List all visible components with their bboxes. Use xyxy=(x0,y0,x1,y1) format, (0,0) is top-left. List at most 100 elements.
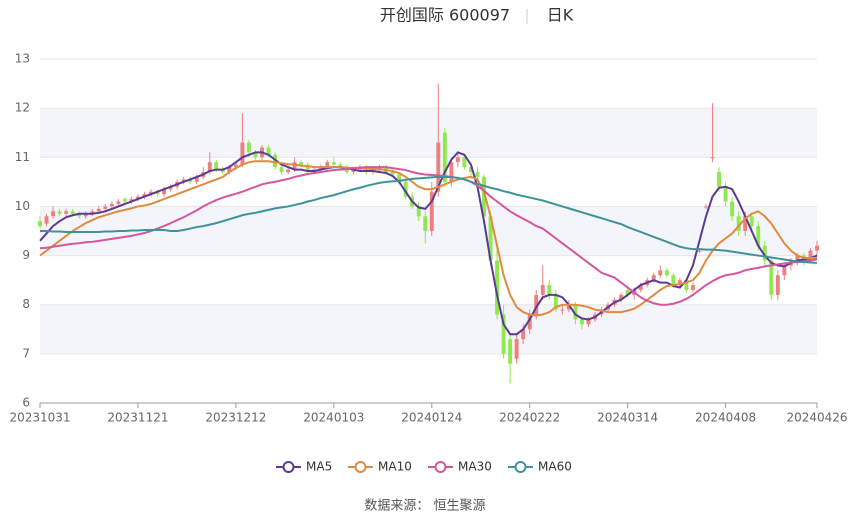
candle-body xyxy=(468,167,473,173)
candle-body xyxy=(135,196,140,200)
candle-body xyxy=(416,206,421,217)
candle-body xyxy=(475,172,480,177)
legend-label: MA10 xyxy=(378,460,412,474)
candle-body xyxy=(743,216,748,231)
candle-body xyxy=(625,289,630,295)
candle-body xyxy=(651,275,656,281)
candle-body xyxy=(619,294,624,300)
y-tick-label: 8 xyxy=(22,297,30,311)
candle-body xyxy=(815,245,819,251)
candle-body xyxy=(109,203,114,207)
legend-label: MA60 xyxy=(538,460,572,474)
legend-label: MA5 xyxy=(306,460,332,474)
candle-body xyxy=(664,270,669,276)
y-tick-label: 9 xyxy=(22,248,30,262)
candle-body xyxy=(762,245,767,261)
candle-body xyxy=(508,339,513,364)
y-tick-label: 11 xyxy=(15,150,30,164)
candle-body xyxy=(808,250,813,261)
candle-body xyxy=(168,186,173,190)
candle-body xyxy=(233,164,238,168)
candle-body xyxy=(553,294,558,310)
candle-body xyxy=(77,213,82,217)
candle-body xyxy=(495,260,500,315)
x-tick-label: 20240426 xyxy=(786,411,847,425)
candle-body xyxy=(677,280,682,286)
candle-body xyxy=(305,164,310,173)
candle-body xyxy=(436,142,441,192)
candle-body xyxy=(638,285,643,290)
candle-body xyxy=(704,206,708,208)
candle-body xyxy=(547,285,552,295)
candle-body xyxy=(299,162,304,165)
candle-body xyxy=(155,191,160,195)
split-area xyxy=(40,304,817,354)
x-tick-label: 20240222 xyxy=(499,411,560,425)
candle-body xyxy=(566,304,571,310)
candle-body xyxy=(397,174,402,182)
legend-marker xyxy=(514,461,527,473)
candle-body xyxy=(142,194,147,197)
candle-body xyxy=(449,162,454,182)
candle-body xyxy=(671,275,676,286)
candle-body xyxy=(736,216,741,231)
candle-body xyxy=(214,162,219,170)
candle-body xyxy=(730,201,735,217)
candle-body xyxy=(429,191,434,231)
candle-body xyxy=(462,157,467,168)
ma-line xyxy=(39,166,818,306)
candle-body xyxy=(351,169,356,173)
source-note: 数据来源： 恒生聚源 xyxy=(364,499,485,514)
candle-body xyxy=(573,304,578,320)
candle-body xyxy=(482,176,486,217)
candle-body xyxy=(83,213,88,217)
candle-body xyxy=(266,147,271,155)
candle-body xyxy=(103,206,108,209)
candle-body xyxy=(403,181,408,197)
y-tick-label: 7 xyxy=(22,346,30,360)
chart-title: 开创国际 600097 xyxy=(380,6,510,25)
split-area xyxy=(40,108,817,158)
candle-body xyxy=(149,191,153,195)
candle-body xyxy=(527,314,532,330)
candle-body xyxy=(710,157,715,159)
candle-body xyxy=(318,167,323,170)
candle-body xyxy=(540,285,545,295)
axes: 6 7 8 9 10 11 12 13 20231031 20231121 20231212 2024… xyxy=(9,52,847,425)
candle-body xyxy=(44,216,49,224)
candle-body xyxy=(331,162,336,165)
candle-body xyxy=(769,260,774,295)
candle-body xyxy=(455,157,460,163)
candle-body xyxy=(658,270,663,276)
candle-body xyxy=(246,142,251,153)
candle-body xyxy=(501,314,506,354)
candle-body xyxy=(325,162,330,168)
candle-body xyxy=(423,216,428,231)
candle-body xyxy=(38,221,42,227)
candle-body xyxy=(749,216,754,227)
candle-body xyxy=(57,211,62,214)
candle-body xyxy=(90,211,95,214)
candle-body xyxy=(579,319,584,325)
x-tick-label: 20240314 xyxy=(597,411,658,425)
candle-body xyxy=(756,226,761,246)
candle-body xyxy=(521,329,526,340)
candles xyxy=(38,83,819,384)
legend: MA5 MA10 MA30 MA60 xyxy=(276,460,572,474)
candle-body xyxy=(51,211,56,217)
candle-body xyxy=(122,199,127,202)
legend-marker xyxy=(282,461,295,473)
candle-body xyxy=(795,255,800,261)
candle-body xyxy=(240,142,245,165)
candle-body xyxy=(64,211,69,214)
candle-body xyxy=(775,275,780,295)
candle-body xyxy=(70,211,75,214)
candle-body xyxy=(194,176,199,182)
candle-body xyxy=(286,169,291,173)
candle-body xyxy=(162,189,167,195)
candle-body xyxy=(717,172,722,187)
y-tick-label: 10 xyxy=(15,199,30,213)
ma-line xyxy=(40,175,818,264)
y-tick-label: 6 xyxy=(22,396,30,410)
candle-body xyxy=(723,186,728,202)
